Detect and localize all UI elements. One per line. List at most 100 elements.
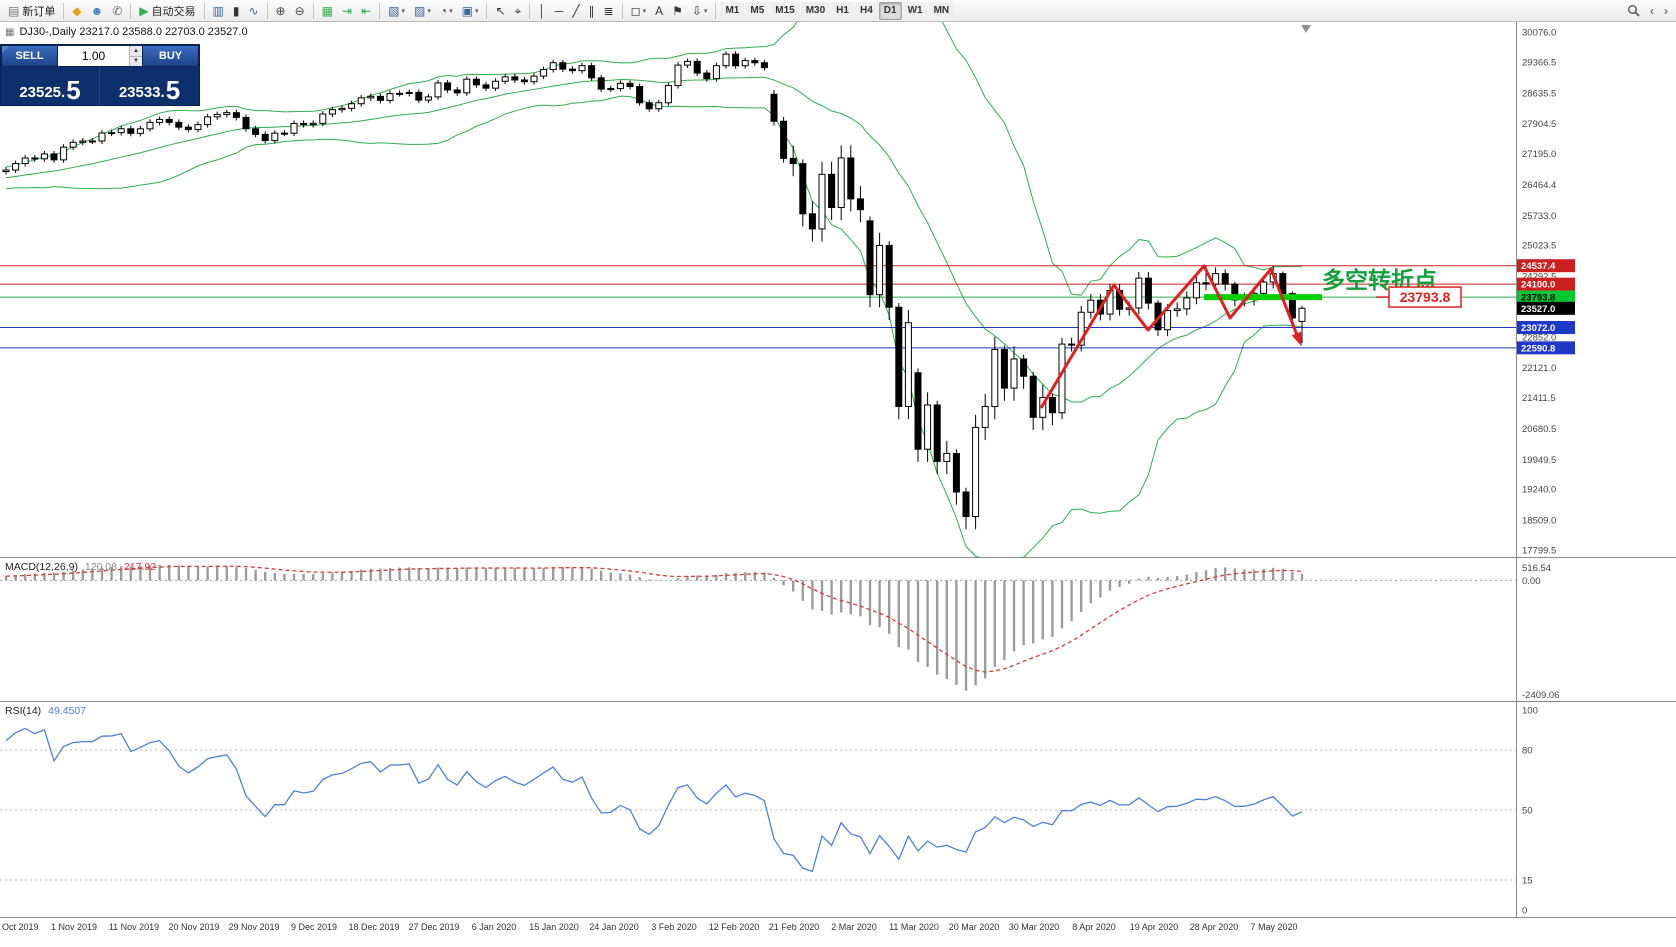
rsi-axis-label: 15 bbox=[1522, 876, 1533, 887]
date-label: 21 Feb 2020 bbox=[768, 922, 820, 932]
templates-button[interactable]: ▣ ▾ bbox=[458, 1, 483, 20]
zoom-out-icon: ⊖ bbox=[294, 3, 305, 18]
template-icon: ▣ bbox=[461, 3, 473, 18]
volume-up-icon[interactable]: ▲ bbox=[130, 46, 142, 57]
macd-axis-label: 516.54 bbox=[1522, 563, 1551, 574]
horizontal-line-button[interactable]: ─ bbox=[551, 1, 568, 20]
tile-windows-button[interactable]: ▦ bbox=[318, 1, 337, 20]
scroll-right-button[interactable]: › bbox=[1660, 1, 1672, 20]
price-line-label-text: 24100.0 bbox=[1521, 280, 1555, 291]
chevron-down-icon: ▾ bbox=[474, 7, 479, 15]
horizontal-line-icon: ─ bbox=[554, 3, 564, 18]
toolbar-separator bbox=[203, 2, 205, 19]
timeframe-m15[interactable]: M15 bbox=[770, 1, 800, 20]
new-chart-button[interactable]: ▧ ▾ bbox=[384, 1, 409, 20]
timeframe-h4[interactable]: H4 bbox=[854, 1, 878, 20]
main-chart-canvas[interactable]: 30076.0 29366.5 28635.5 27904.5 27195.0 26464… bbox=[0, 22, 1676, 558]
search-button[interactable] bbox=[1623, 1, 1644, 20]
price-callout-box[interactable] bbox=[1388, 286, 1462, 308]
chart-shift-button[interactable]: ⇤ bbox=[357, 1, 375, 20]
trendline-icon: ╱ bbox=[572, 3, 580, 18]
timeframe-m5[interactable]: M5 bbox=[745, 1, 770, 20]
auto-scroll-button[interactable]: ⇥ bbox=[338, 1, 356, 20]
collapse-panel-button[interactable] bbox=[2, 46, 9, 53]
trendline-button[interactable]: ╱ bbox=[568, 1, 583, 20]
macd-axis-label: -2409.06 bbox=[1522, 690, 1560, 701]
rsi-canvas[interactable]: 100 80 50 15 0 bbox=[0, 702, 1676, 918]
new-chart-icon: ▧ bbox=[388, 3, 400, 18]
time-axis[interactable]: 23 Oct 2019 1 Nov 2019 11 Nov 2019 20 Nov 2… bbox=[0, 919, 1676, 939]
rsi-value: 49.4507 bbox=[48, 705, 87, 717]
rsi-axis-label: 0 bbox=[1522, 906, 1527, 917]
rsi-panel: 100 80 50 15 0 RSI(14) 49.4507 bbox=[0, 702, 1676, 918]
fibonacci-button[interactable]: ≣ bbox=[600, 1, 618, 20]
volume-stepper[interactable]: 1.00 ▲ ▼ bbox=[58, 45, 142, 67]
timeframe-m30[interactable]: M30 bbox=[800, 1, 831, 20]
zigzag-annotation[interactable] bbox=[1039, 264, 1301, 409]
volume-down-icon[interactable]: ▼ bbox=[130, 56, 142, 66]
community-button[interactable]: ☻ bbox=[87, 1, 108, 20]
timeframe-h1[interactable]: H1 bbox=[831, 1, 854, 20]
price-tick: 24292.5 bbox=[1522, 272, 1556, 283]
auto-trading-button[interactable]: ▶ 自动交易 bbox=[135, 1, 199, 20]
buy-button[interactable]: BUY bbox=[142, 45, 199, 67]
candlestick-icon: ▮ bbox=[232, 3, 240, 18]
buy-price-big: 5 bbox=[165, 75, 181, 106]
macd-canvas[interactable]: 516.54 0.00 -2409.06 bbox=[0, 558, 1676, 702]
price-line-label-text: 24537.4 bbox=[1521, 261, 1556, 272]
arrows-button[interactable]: ⇩ ▾ bbox=[688, 1, 712, 20]
chart-shift-marker[interactable] bbox=[1301, 25, 1311, 33]
text-button[interactable]: A bbox=[651, 1, 667, 20]
arrow-icon: ⇩ bbox=[691, 3, 702, 18]
zoom-in-button[interactable]: ⊕ bbox=[272, 1, 290, 20]
price-tick: 18509.0 bbox=[1522, 516, 1556, 527]
scroll-left-button[interactable]: ‹ bbox=[1646, 1, 1658, 20]
sell-button[interactable]: SELL bbox=[1, 45, 58, 67]
chevron-down-icon: ▾ bbox=[703, 7, 708, 15]
macd-axis-label: 0.00 bbox=[1522, 576, 1541, 587]
new-order-button[interactable]: ▤ 新订单 bbox=[4, 1, 59, 20]
timeframe-w1[interactable]: W1 bbox=[902, 1, 928, 20]
headset-icon: ✆ bbox=[112, 3, 123, 18]
price-line-label bbox=[1517, 277, 1575, 291]
price-callout-text: 23793.8 bbox=[1400, 289, 1451, 305]
candle-chart-button[interactable]: ▮ bbox=[229, 1, 244, 20]
price-line-label bbox=[1517, 290, 1575, 304]
price-line-label bbox=[1517, 301, 1575, 315]
timeframe-m1[interactable]: M1 bbox=[720, 1, 745, 20]
date-label: 30 Mar 2020 bbox=[1008, 922, 1060, 932]
play-icon: ▶ bbox=[139, 3, 149, 18]
macd-label: MACD(12,26,9) 120.08 217.92 bbox=[5, 561, 160, 573]
vertical-line-icon: │ bbox=[538, 3, 546, 18]
channel-button[interactable]: ∥ bbox=[585, 1, 599, 20]
toolbar-right-group: ‹ › bbox=[1623, 1, 1672, 20]
line-chart-button[interactable]: ∿ bbox=[244, 1, 262, 20]
shapes-button[interactable]: ◻ ▾ bbox=[627, 1, 650, 20]
rsi-axis-label: 80 bbox=[1522, 746, 1533, 757]
date-label: 11 Mar 2020 bbox=[889, 922, 939, 932]
support-button[interactable]: ✆ bbox=[108, 1, 126, 20]
search-icon bbox=[1628, 5, 1640, 17]
zoom-out-button[interactable]: ⊖ bbox=[291, 1, 309, 20]
chevron-right-icon: › bbox=[1664, 3, 1668, 18]
timeframe-mn[interactable]: MN bbox=[928, 1, 955, 20]
period-button[interactable]: ◔ ▾ bbox=[436, 1, 457, 20]
new-order-icon: ▤ bbox=[8, 3, 20, 18]
timeframe-d1[interactable]: D1 bbox=[878, 1, 902, 20]
label-button[interactable]: ⚑ bbox=[668, 1, 687, 20]
bar-chart-button[interactable]: ▥ bbox=[209, 1, 228, 20]
profiles-button[interactable]: ▨ ▾ bbox=[410, 1, 435, 20]
crosshair-button[interactable]: ⌖ bbox=[511, 1, 526, 20]
macd-panel: 516.54 0.00 -2409.06 MACD(12,26,9) 120.08 … bbox=[0, 558, 1676, 702]
toolbar-separator bbox=[715, 2, 717, 19]
bar-chart-icon: ▥ bbox=[212, 3, 224, 18]
mql5-button[interactable]: ◆ bbox=[68, 1, 85, 20]
cursor-button[interactable]: ↖ bbox=[491, 1, 509, 20]
sell-price-big: 5 bbox=[66, 75, 81, 106]
price-line-label-text: 23527.0 bbox=[1521, 304, 1555, 315]
vertical-line-button[interactable]: │ bbox=[534, 1, 550, 20]
new-order-button-label: 新订单 bbox=[22, 5, 56, 18]
label-icon: ⚑ bbox=[672, 3, 683, 18]
bollinger-bands bbox=[5, 22, 1303, 558]
price-line-label bbox=[1517, 321, 1575, 335]
